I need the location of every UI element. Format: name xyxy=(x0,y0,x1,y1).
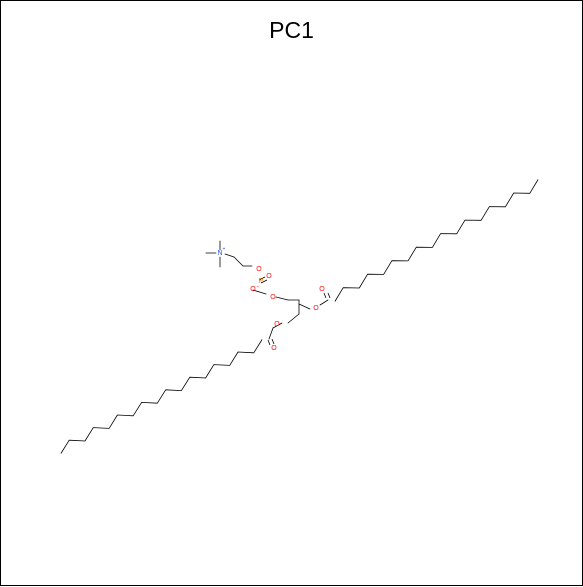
acyl-chains xyxy=(60,179,539,454)
carbonyl-oxygen-sn2-label: O xyxy=(319,286,325,293)
acyl-chain-sn2 xyxy=(334,179,539,302)
phosphate-oxo-label: O xyxy=(266,273,272,280)
nitrogen-label: N xyxy=(217,250,222,257)
carbonyl-bond xyxy=(267,339,271,346)
nitrogen-charge: + xyxy=(223,246,226,252)
double-bonds xyxy=(258,276,331,346)
carbonyl-bond xyxy=(327,292,331,299)
glycerol-ester-bond xyxy=(272,322,283,329)
ester-oxygen-sn1-label: O xyxy=(274,321,280,328)
glycerol-bond xyxy=(287,313,300,324)
phosphorus-label: P xyxy=(259,278,264,285)
ester-bond xyxy=(268,327,274,340)
figure-title: PC1 xyxy=(269,17,314,43)
atom-labels: N + O P O O − O O O O O xyxy=(217,246,325,352)
ester-oxygen-sn2-label: O xyxy=(313,305,319,312)
p-oxo-bond xyxy=(258,276,266,281)
n-choline-bond xyxy=(224,253,235,258)
anion-minus: − xyxy=(257,284,260,290)
glycerol-bond xyxy=(275,296,289,301)
phosphate-anion-oxygen-label: O xyxy=(250,286,256,293)
carbonyl-oxygen-sn1-label: O xyxy=(271,345,277,352)
phosphate-oxygen-label: O xyxy=(256,266,262,273)
glycerol-o1-label: O xyxy=(270,294,276,301)
acyl-chain-sn1 xyxy=(60,339,263,454)
bonds xyxy=(205,240,329,340)
ester-bond xyxy=(319,299,329,306)
carbonyl-bond xyxy=(323,292,327,299)
carbonyl-bond xyxy=(271,338,275,345)
p-oxo-bond xyxy=(260,279,268,284)
choline-bond xyxy=(233,256,244,267)
glycerol-ester-bond xyxy=(298,303,311,310)
p-o-bond xyxy=(252,289,267,295)
